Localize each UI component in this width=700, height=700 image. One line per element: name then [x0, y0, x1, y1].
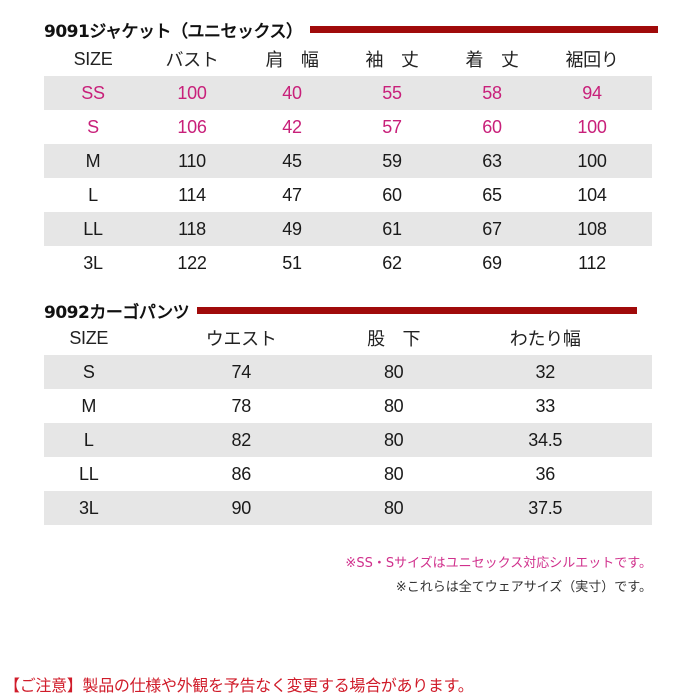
- cell-size: L: [83, 429, 94, 450]
- cell-hem: 94: [582, 82, 602, 103]
- actual-size-note: ※これらは全てウェアサイズ（実寸）です。: [395, 580, 652, 595]
- section-divider-bar: [197, 307, 638, 314]
- cell-shoulder: 40: [282, 82, 302, 103]
- cell-hem: 104: [577, 184, 607, 205]
- table-header-row: SIZE バスト 肩 幅 袖 丈 着 丈 裾回り: [44, 42, 652, 76]
- header-waist: ウエスト: [205, 329, 277, 349]
- cell-bust: 106: [177, 116, 207, 137]
- jacket-title: 9091ジャケット（ユニセックス）: [44, 22, 303, 42]
- cell-hem: 108: [577, 218, 607, 239]
- cell-length: 58: [482, 82, 502, 103]
- cell-sleeve: 55: [382, 82, 402, 103]
- cell-bust: 122: [177, 252, 207, 273]
- header-hem: 裾回り: [565, 50, 619, 70]
- pants-section-header: 9092カーゴパンツ: [44, 298, 638, 323]
- cell-waist: 90: [231, 497, 251, 518]
- table-row: S 106 42 57 60 100: [44, 110, 652, 144]
- header-size: SIZE: [69, 327, 109, 348]
- cell-hem: 112: [578, 252, 606, 273]
- pants-title: 9092カーゴパンツ: [44, 303, 190, 323]
- cell-waist: 74: [231, 361, 251, 382]
- cell-inseam: 80: [383, 497, 404, 518]
- cell-thigh: 36: [535, 463, 555, 484]
- cell-bust: 118: [178, 218, 206, 239]
- cell-size: S: [82, 361, 95, 382]
- header-thigh: わたり幅: [509, 329, 581, 349]
- section-divider-bar: [310, 26, 659, 33]
- cell-shoulder: 47: [282, 184, 302, 205]
- header-length: 着 丈: [465, 50, 519, 70]
- header-inseam: 股 下: [367, 329, 421, 349]
- cell-waist: 78: [231, 395, 251, 416]
- cell-shoulder: 45: [282, 150, 302, 171]
- cell-waist: 82: [231, 429, 251, 450]
- cell-inseam: 80: [383, 395, 404, 416]
- cell-hem: 100: [577, 116, 607, 137]
- cell-thigh: 32: [535, 361, 555, 382]
- table-row: S 74 80 32: [44, 355, 652, 389]
- table-row: M 78 80 33: [44, 389, 652, 423]
- cell-size: LL: [83, 218, 103, 239]
- table-row: 3L 122 51 62 69 112: [44, 246, 652, 280]
- table-header-row: SIZE ウエスト 股 下 わたり幅: [44, 321, 652, 355]
- table-row: LL 118 49 61 67 108: [44, 212, 652, 246]
- cell-size: 3L: [83, 252, 103, 273]
- cell-shoulder: 49: [282, 218, 302, 239]
- cell-bust: 114: [178, 184, 206, 205]
- header-bust: バスト: [165, 50, 219, 70]
- table-row: M 110 45 59 63 100: [44, 144, 652, 178]
- cell-thigh: 34.5: [528, 429, 563, 450]
- jacket-size-table: SIZE バスト 肩 幅 袖 丈 着 丈 裾回り SS 100 40 55 58…: [44, 42, 652, 280]
- cell-thigh: 33: [535, 395, 555, 416]
- table-row: L 82 80 34.5: [44, 423, 652, 457]
- cell-inseam: 80: [383, 429, 404, 450]
- cell-size: M: [85, 150, 101, 171]
- table-row: L 114 47 60 65 104: [44, 178, 652, 212]
- cell-bust: 110: [178, 150, 206, 171]
- cell-size: M: [81, 395, 97, 416]
- cell-waist: 86: [231, 463, 251, 484]
- cell-length: 63: [482, 150, 502, 171]
- cell-sleeve: 61: [382, 218, 402, 239]
- cell-size: LL: [79, 463, 99, 484]
- header-size: SIZE: [73, 48, 113, 69]
- cell-sleeve: 62: [382, 252, 402, 273]
- cell-length: 65: [482, 184, 502, 205]
- cell-length: 67: [482, 218, 502, 239]
- cell-length: 69: [482, 252, 502, 273]
- cell-shoulder: 51: [282, 252, 302, 273]
- header-sleeve: 袖 丈: [365, 50, 419, 70]
- cell-sleeve: 59: [382, 150, 402, 171]
- table-row: SS 100 40 55 58 94: [44, 76, 652, 110]
- cell-hem: 100: [577, 150, 607, 171]
- cell-inseam: 80: [383, 361, 404, 382]
- cell-bust: 100: [177, 82, 207, 103]
- cell-inseam: 80: [383, 463, 404, 484]
- cell-size: S: [87, 116, 99, 137]
- table-row: 3L 90 80 37.5: [44, 491, 652, 525]
- unisex-note: ※SS・Sサイズはユニセックス対応シルエットです。: [345, 556, 652, 571]
- pants-size-table: SIZE ウエスト 股 下 わたり幅 S 74 80 32 M 78 80 33…: [44, 321, 652, 525]
- cell-size: L: [88, 184, 98, 205]
- cell-size: 3L: [79, 497, 99, 518]
- cell-thigh: 37.5: [528, 497, 563, 518]
- cell-length: 60: [482, 116, 502, 137]
- jacket-section-header: 9091ジャケット（ユニセックス）: [44, 17, 659, 42]
- cell-size: SS: [81, 82, 105, 103]
- cell-shoulder: 42: [282, 116, 302, 137]
- cell-sleeve: 57: [382, 116, 402, 137]
- caution-notice: 【ご注意】製品の仕様や外観を予告なく変更する場合があります。: [4, 676, 474, 695]
- table-row: LL 86 80 36: [44, 457, 652, 491]
- cell-sleeve: 60: [382, 184, 402, 205]
- header-shoulder: 肩 幅: [265, 50, 319, 70]
